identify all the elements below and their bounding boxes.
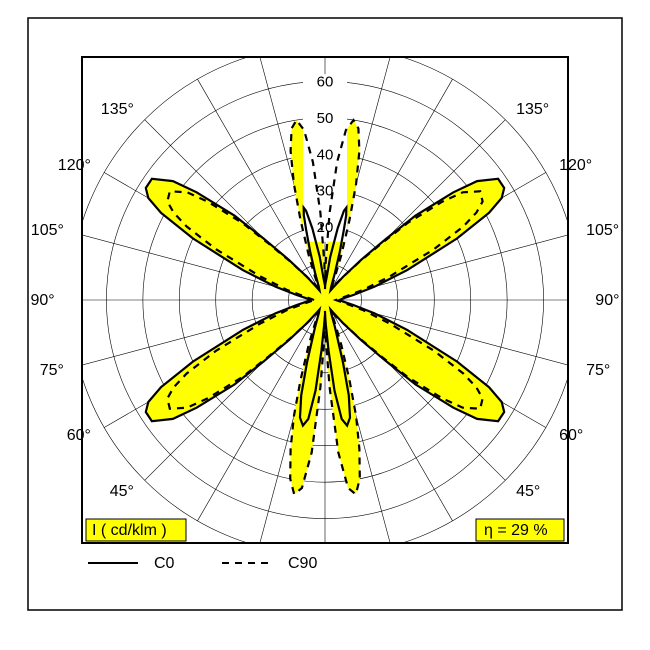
angle-label-left: 120°	[58, 157, 91, 174]
efficiency-label: η = 29 %	[484, 522, 548, 539]
radial-label: 40	[317, 146, 334, 163]
angle-label-right: 105°	[586, 222, 619, 239]
radial-label: 20	[317, 219, 334, 236]
legend-label-c0: C0	[154, 555, 175, 572]
angle-label-left: 45°	[110, 483, 134, 500]
chart-svg: 203040506045°45°60°60°75°75°90°90°105°10…	[0, 0, 650, 650]
angle-label-right: 75°	[586, 362, 610, 379]
intensity-label: I ( cd/klm )	[92, 522, 167, 539]
radial-label: 60	[317, 73, 334, 90]
angle-label-right: 90°	[595, 292, 619, 309]
angle-label-right: 135°	[516, 101, 549, 118]
angle-label-left: 75°	[40, 362, 64, 379]
angle-label-left: 135°	[101, 101, 134, 118]
angle-label-right: 45°	[516, 483, 540, 500]
angle-label-right: 120°	[559, 157, 592, 174]
angle-label-left: 90°	[30, 292, 54, 309]
angle-label-left: 105°	[31, 222, 64, 239]
polar-chart: 203040506045°45°60°60°75°75°90°90°105°10…	[0, 0, 650, 650]
angle-label-left: 60°	[67, 427, 91, 444]
angle-label-right: 60°	[559, 427, 583, 444]
radial-label: 50	[317, 110, 334, 127]
legend-label-c90: C90	[288, 555, 317, 572]
